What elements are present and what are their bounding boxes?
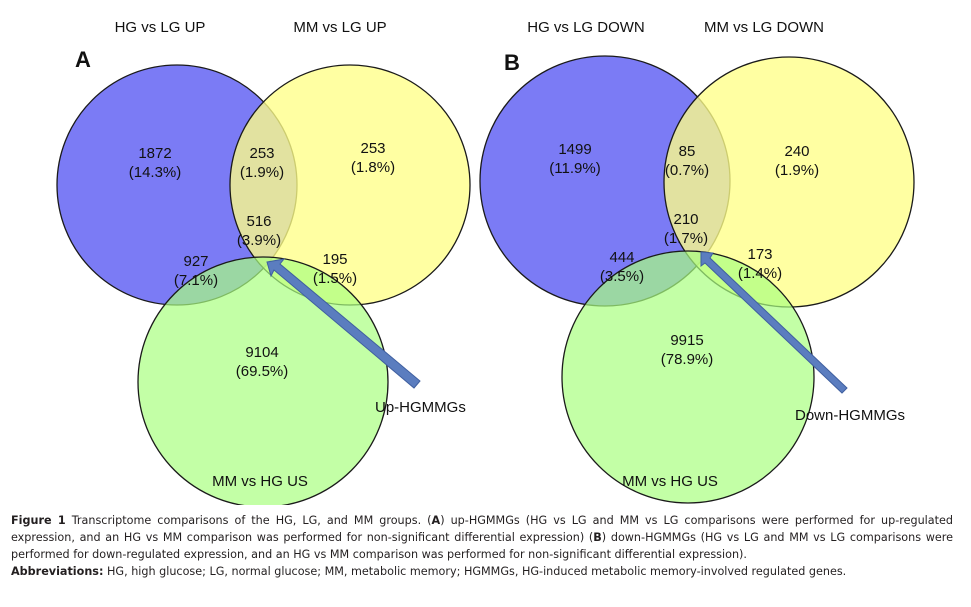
caption-body: Figure 1 Transcriptome comparisons of th… bbox=[11, 512, 953, 563]
abbreviations-label: Abbreviations: bbox=[11, 565, 104, 578]
region-pct: (78.9%) bbox=[661, 351, 714, 368]
caption-text: Transcriptome comparisons of the HG, LG,… bbox=[65, 514, 432, 527]
region-pct: (1.4%) bbox=[738, 265, 782, 282]
set-label-mm-vs-hg-us-a: MM vs HG US bbox=[212, 473, 308, 490]
region-pct: (1.5%) bbox=[313, 270, 357, 287]
arrow-down-hgmmgs bbox=[700, 251, 848, 394]
region-pct: (3.9%) bbox=[237, 232, 281, 249]
region-count: 173 bbox=[747, 246, 772, 263]
region-pct: (11.9%) bbox=[549, 160, 600, 177]
arrow-icon bbox=[266, 258, 421, 389]
region-pct: (14.3%) bbox=[129, 164, 182, 181]
region-count: 9915 bbox=[670, 332, 703, 349]
region-pct: (3.5%) bbox=[600, 268, 644, 285]
region-count: 1872 bbox=[138, 145, 171, 162]
region-count: 195 bbox=[322, 251, 347, 268]
region-pct: (69.5%) bbox=[236, 363, 289, 380]
set-label-hg-vs-lg-up: HG vs LG UP bbox=[115, 19, 206, 36]
region-count: 253 bbox=[360, 140, 385, 157]
region-count: 516 bbox=[246, 213, 271, 230]
panel-b: HG vs LG DOWN MM vs LG DOWN B 1499 (11.9… bbox=[479, 19, 915, 504]
panel-a: HG vs LG UP MM vs LG UP A 1872 (14.3%) 2… bbox=[56, 19, 471, 505]
caption-abbreviations: Abbreviations: HG, high glucose; LG, nor… bbox=[11, 563, 953, 580]
region-count: 210 bbox=[673, 211, 698, 228]
region-count: 9104 bbox=[245, 344, 278, 361]
region-count: 253 bbox=[249, 145, 274, 162]
region-pct: (1.8%) bbox=[351, 159, 395, 176]
caption-text: ) up-HGMMGs (HG vs LG and MM vs LG compa… bbox=[11, 514, 953, 544]
region-pct: (1.7%) bbox=[664, 230, 708, 247]
region-count: 240 bbox=[784, 143, 809, 160]
set-label-hg-vs-lg-down: HG vs LG DOWN bbox=[527, 19, 645, 36]
caption-text: ) down-HGMMGs (HG vs LG and MM vs LG com… bbox=[11, 531, 953, 561]
caption-panel-ref: A bbox=[431, 514, 441, 527]
arrow-up-hgmmgs bbox=[266, 258, 421, 389]
region-pct: (0.7%) bbox=[665, 162, 709, 179]
set-label-mm-vs-lg-down: MM vs LG DOWN bbox=[704, 19, 824, 36]
region-count: 1499 bbox=[558, 141, 591, 158]
caption-panel-ref: B bbox=[593, 531, 602, 544]
panel-letter-b: B bbox=[504, 50, 520, 75]
region-count: 85 bbox=[679, 143, 696, 160]
arrow-label-up-hgmmgs: Up-HGMMGs bbox=[375, 399, 466, 416]
region-pct: (7.1%) bbox=[174, 272, 218, 289]
abbreviations-text: HG, high glucose; LG, normal glucose; MM… bbox=[103, 565, 847, 578]
circle-mm-vs-hg-us-b bbox=[561, 250, 815, 504]
arrow-icon bbox=[700, 251, 848, 394]
set-label-mm-vs-hg-us-b: MM vs HG US bbox=[622, 473, 718, 490]
panel-letter-a: A bbox=[75, 47, 91, 72]
venn-figure: HG vs LG UP MM vs LG UP A 1872 (14.3%) 2… bbox=[56, 19, 915, 505]
figure-caption: Figure 1 Transcriptome comparisons of th… bbox=[11, 512, 953, 580]
arrow-label-down-hgmmgs: Down-HGMMGs bbox=[795, 407, 905, 424]
region-count: 927 bbox=[183, 253, 208, 270]
region-pct: (1.9%) bbox=[775, 162, 819, 179]
figure-label: Figure 1 bbox=[11, 514, 66, 527]
set-label-mm-vs-lg-up: MM vs LG UP bbox=[293, 19, 386, 36]
region-pct: (1.9%) bbox=[240, 164, 284, 181]
circle-mm-vs-hg-us-a bbox=[137, 256, 389, 505]
region-count: 444 bbox=[609, 249, 634, 266]
